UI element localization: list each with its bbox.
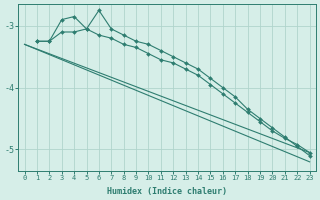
X-axis label: Humidex (Indice chaleur): Humidex (Indice chaleur) (107, 187, 227, 196)
